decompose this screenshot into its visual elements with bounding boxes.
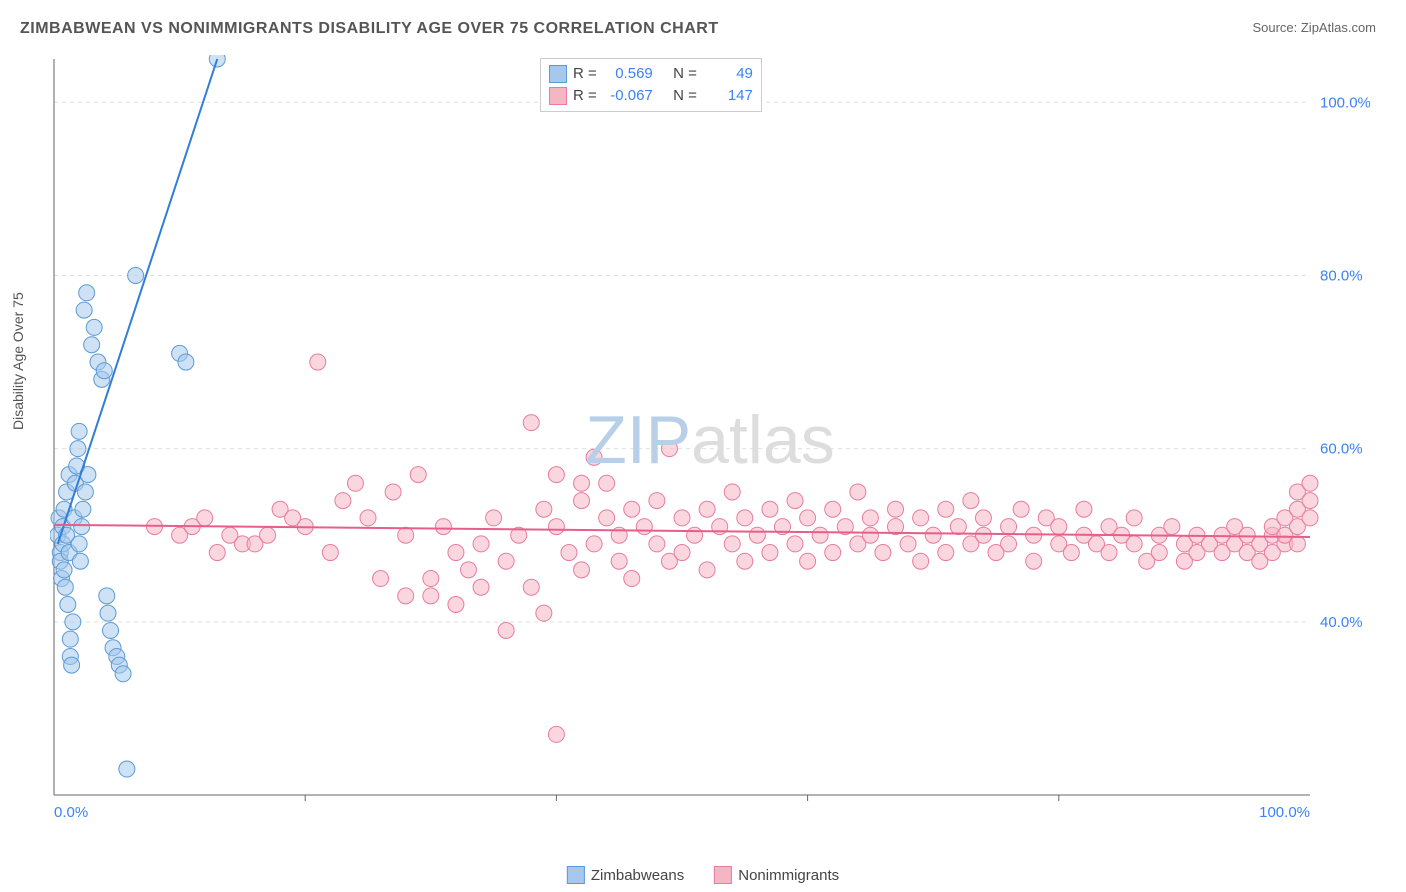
stats-swatch-nonimmigrants <box>549 87 567 105</box>
n-label: N = <box>673 85 697 107</box>
svg-text:100.0%: 100.0% <box>1259 804 1310 821</box>
source-attribution: Source: ZipAtlas.com <box>1252 20 1376 35</box>
stats-row-nonimmigrants: R = -0.067 N = 147 <box>549 85 753 107</box>
n-value-zimbabweans: 49 <box>703 63 753 85</box>
r-label: R = <box>573 63 597 85</box>
y-axis-label: Disability Age Over 75 <box>10 292 26 430</box>
legend-swatch-nonimmigrants <box>714 866 732 884</box>
svg-text:0.0%: 0.0% <box>54 804 88 821</box>
scatter-chart: 40.0% 60.0% 80.0% 100.0% 0.0% 100.0% <box>50 55 1370 825</box>
chart-area: 40.0%60.0%80.0%100.0%0.0%100.0% ZIPatlas <box>50 55 1370 825</box>
stats-row-zimbabweans: R = 0.569 N = 49 <box>549 63 753 85</box>
r-label: R = <box>573 85 597 107</box>
n-label: N = <box>673 63 697 85</box>
legend-item-zimbabweans: Zimbabweans <box>567 866 684 884</box>
stats-swatch-zimbabweans <box>549 65 567 83</box>
bottom-legend: Zimbabweans Nonimmigrants <box>567 866 839 884</box>
legend-item-nonimmigrants: Nonimmigrants <box>714 866 839 884</box>
chart-title: ZIMBABWEAN VS NONIMMIGRANTS DISABILITY A… <box>20 20 719 38</box>
legend-label-nonimmigrants: Nonimmigrants <box>738 867 839 884</box>
r-value-nonimmigrants: -0.067 <box>603 85 653 107</box>
svg-text:100.0%: 100.0% <box>1320 94 1370 111</box>
n-value-nonimmigrants: 147 <box>703 85 753 107</box>
legend-label-zimbabweans: Zimbabweans <box>591 867 684 884</box>
svg-text:80.0%: 80.0% <box>1320 267 1363 284</box>
stats-legend: R = 0.569 N = 49 R = -0.067 N = 147 <box>540 58 762 112</box>
legend-swatch-zimbabweans <box>567 866 585 884</box>
svg-text:40.0%: 40.0% <box>1320 614 1363 631</box>
svg-text:60.0%: 60.0% <box>1320 441 1363 458</box>
r-value-zimbabweans: 0.569 <box>603 63 653 85</box>
